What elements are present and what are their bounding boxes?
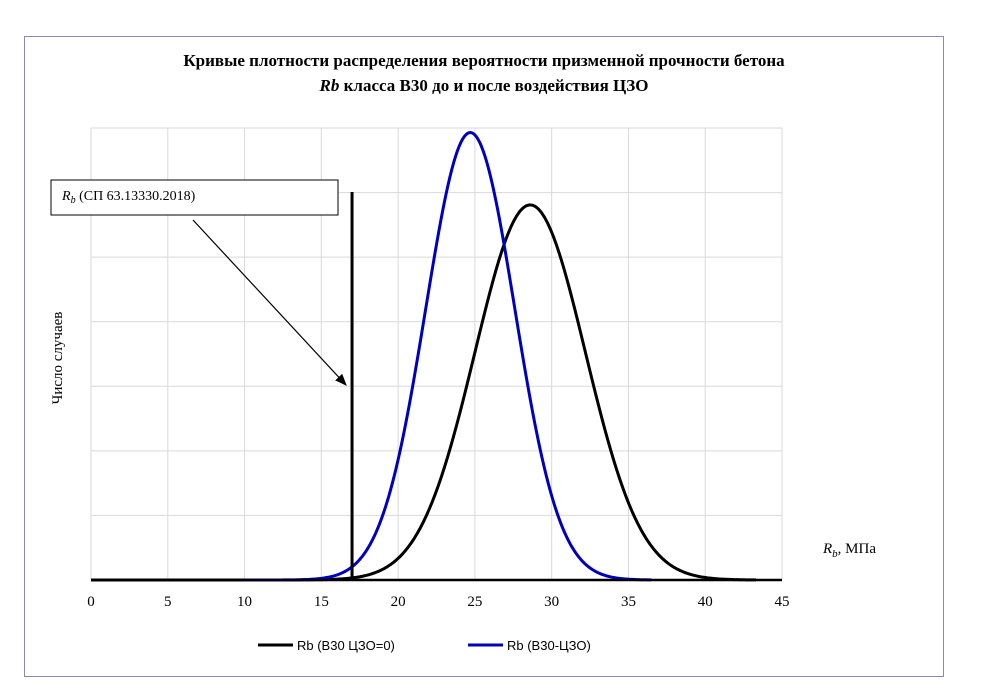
y-axis-label: Число случаев <box>50 312 66 405</box>
reference-annotation-arrow <box>192 219 347 386</box>
legend-label-black: Rb (В30 ЦЗО=0) <box>297 638 395 653</box>
series-line-black <box>91 203 756 582</box>
x-axis-label: Rb, МПа <box>822 541 876 560</box>
x-tick-label: 45 <box>775 594 790 610</box>
x-tick-label: 35 <box>621 594 636 610</box>
reference-annotation-sub: b <box>71 195 76 206</box>
x-tick-label: 15 <box>314 594 329 610</box>
x-axis-ticks: 0 5 10 15 20 25 30 35 40 45 <box>87 594 789 610</box>
chart-frame <box>24 36 944 677</box>
x-tick-label: 0 <box>87 594 95 610</box>
x-tick-label: 25 <box>467 594 482 610</box>
chart-title-line1: Кривые плотности распределения вероятнос… <box>183 51 785 70</box>
reference-annotation-box <box>50 179 339 216</box>
chart-title-rest: класса В30 до и после воздействия ЦЗО <box>339 76 648 95</box>
x-tick-label: 30 <box>544 594 559 610</box>
x-tick-label: 20 <box>391 594 406 610</box>
chart-title-line2: Rb класса В30 до и после воздействия ЦЗО <box>319 76 649 95</box>
x-axis-label-unit: , МПа <box>838 541 877 557</box>
x-axis-label-sub: b <box>832 548 838 560</box>
legend-label-blue: Rb (В30-ЦЗО) <box>507 638 591 653</box>
x-axis-label-var: R <box>822 541 832 557</box>
reference-annotation-rest: (СП 63.13330.2018) <box>76 189 196 204</box>
reference-annotation-label: Rb (СП 63.13330.2018) <box>61 189 196 206</box>
x-tick-label: 10 <box>237 594 252 610</box>
reference-annotation-var: R <box>61 189 71 204</box>
x-tick-label: 5 <box>164 594 172 610</box>
chart-title-italic: Rb <box>319 76 340 95</box>
x-tick-label: 40 <box>698 594 713 610</box>
